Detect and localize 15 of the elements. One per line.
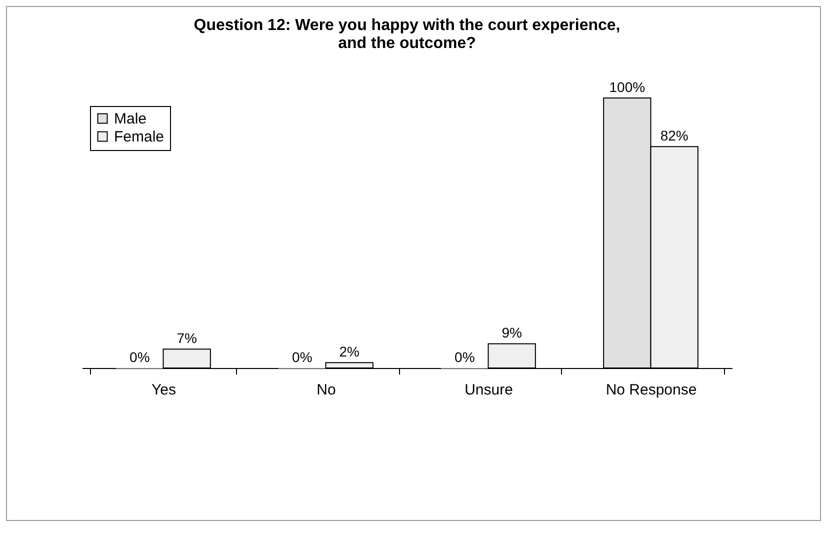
- data-label: 0%: [292, 349, 312, 365]
- x-tick-label: No Response: [606, 382, 697, 398]
- data-label: 0%: [454, 349, 475, 365]
- data-label: 7%: [176, 330, 197, 346]
- chart-title: Question 12: Were you happy with the court experience, and the outcome?: [194, 17, 620, 52]
- legend-label: Female: [114, 128, 164, 146]
- data-label: 100%: [609, 79, 646, 95]
- data-label: 0%: [130, 349, 150, 365]
- x-tick-label: Unsure: [464, 382, 513, 398]
- x-tick-label: No: [316, 382, 336, 398]
- data-label: 2%: [339, 344, 360, 360]
- data-label: 82%: [660, 128, 688, 144]
- data-label: 9%: [502, 324, 522, 341]
- legend-label: Male: [114, 110, 147, 128]
- x-tick-label: Yes: [152, 382, 176, 398]
